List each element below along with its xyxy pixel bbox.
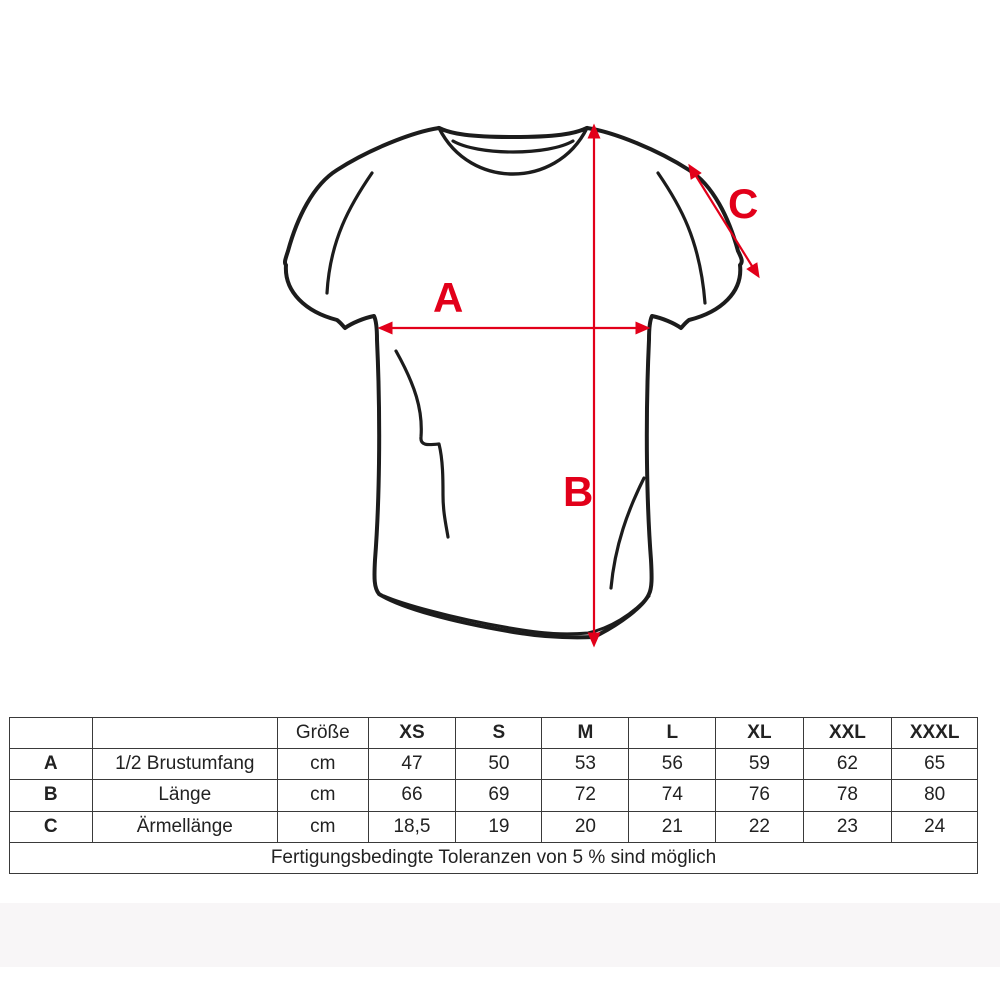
svg-text:C: C xyxy=(728,180,758,227)
svg-text:B: B xyxy=(563,468,593,515)
svg-text:A: A xyxy=(433,274,463,321)
